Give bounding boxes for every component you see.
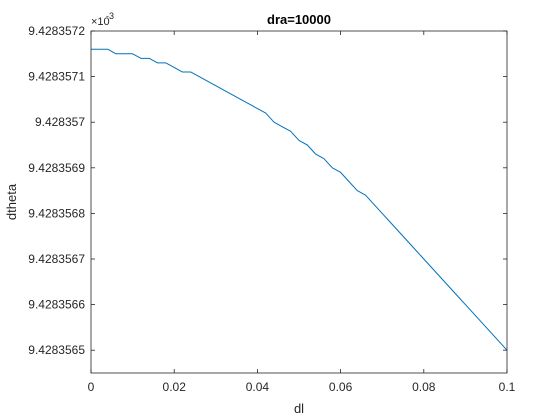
x-tick-label: 0.1 xyxy=(499,380,516,394)
y-tick-label: 9.4283566 xyxy=(28,298,85,312)
y-axis-label: dtheta xyxy=(4,183,19,220)
y-tick-label: 9.4283569 xyxy=(28,161,85,175)
x-tick-label: 0.04 xyxy=(246,380,270,394)
plot-area-border xyxy=(90,30,508,374)
y-exponent-base: ×10 xyxy=(91,16,110,28)
y-tick-label: 9.4283572 xyxy=(28,24,85,38)
y-tick-label: 9.4283571 xyxy=(28,70,85,84)
y-tick-label: 9.4283568 xyxy=(28,206,85,220)
y-tick-label: 9.428357 xyxy=(35,115,85,129)
chart-title: dra=10000 xyxy=(267,12,331,27)
tick-labels: 0 0.02 0.04 0.06 0.08 0.1 9.4283565 9.4283566 9.… xyxy=(28,24,515,394)
plot-area-background xyxy=(91,31,507,373)
y-exponent-power: -3 xyxy=(106,11,114,21)
x-tick-label: 0.06 xyxy=(329,380,353,394)
series-layer xyxy=(91,48,508,351)
x-tick-label: 0 xyxy=(88,380,95,394)
x-axis-label: dl xyxy=(294,401,304,416)
y-tick-label: 9.4283565 xyxy=(28,343,85,357)
series-line xyxy=(91,48,508,351)
x-tick-label: 0.08 xyxy=(412,380,436,394)
y-tick-label: 9.4283567 xyxy=(28,252,85,266)
x-tick-label: 0.02 xyxy=(163,380,187,394)
